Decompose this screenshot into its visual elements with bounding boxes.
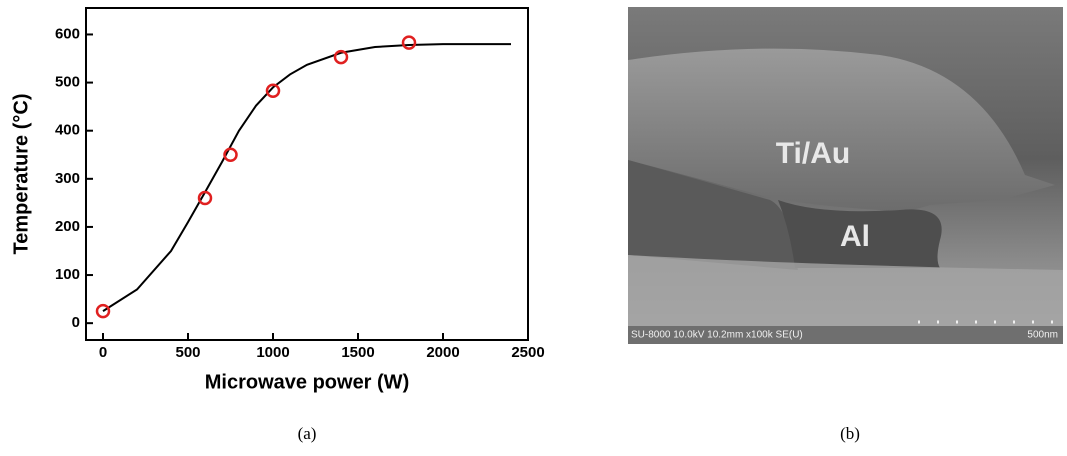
x-axis-title: Microwave power (W) xyxy=(205,371,409,393)
data-point xyxy=(197,190,213,206)
panel-caption: (b) xyxy=(840,424,860,443)
data-point xyxy=(95,303,111,319)
y-tick-label: 100 xyxy=(55,266,80,283)
data-point xyxy=(223,147,238,163)
side-wall xyxy=(628,160,798,270)
y-tick-label: 300 xyxy=(55,170,80,187)
cap-layer xyxy=(628,48,1055,212)
y-tick-label: 400 xyxy=(55,122,80,139)
x-tick-label: 0 xyxy=(99,344,107,361)
sem-image: Ti/Au Al SU-8000 10.0kV 10.2mm x100k SE(… xyxy=(628,7,1063,344)
data-point xyxy=(333,49,349,65)
panel-caption: (a) xyxy=(298,424,317,443)
fit-line xyxy=(102,43,511,312)
y-tick-label: 600 xyxy=(55,25,80,42)
data-point xyxy=(265,83,281,99)
info-bar xyxy=(628,326,1063,344)
x-tick-label: 2500 xyxy=(511,344,544,361)
layer-label: Ti/Au xyxy=(776,137,850,170)
plot-frame xyxy=(85,7,529,341)
x-tick-label: 2000 xyxy=(426,344,459,361)
scale-text: 500nm xyxy=(1027,330,1058,341)
x-tick-label: 1500 xyxy=(341,344,374,361)
info-text: SU-8000 10.0kV 10.2mm x100k SE(U) xyxy=(631,330,803,341)
y-axis-title: Temperature (°C) xyxy=(10,94,32,255)
data-point xyxy=(401,35,417,50)
y-tick-label: 0 xyxy=(72,314,80,331)
substrate xyxy=(628,255,1063,330)
layer-label: Al xyxy=(840,220,870,253)
y-tick-label: 200 xyxy=(55,218,80,235)
x-tick-label: 1000 xyxy=(256,344,289,361)
y-tick-label: 500 xyxy=(55,74,80,91)
al-pillar xyxy=(778,200,942,268)
x-tick-label: 500 xyxy=(175,344,200,361)
